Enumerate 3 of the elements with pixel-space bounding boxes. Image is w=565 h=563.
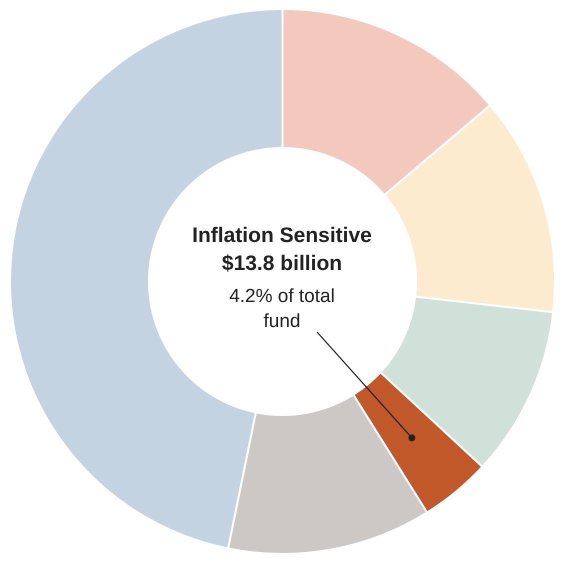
text: Inflation Sensitive [191,223,373,249]
text: $13.8 billion [220,251,344,277]
text: 4.2% of total fund [228,285,336,334]
